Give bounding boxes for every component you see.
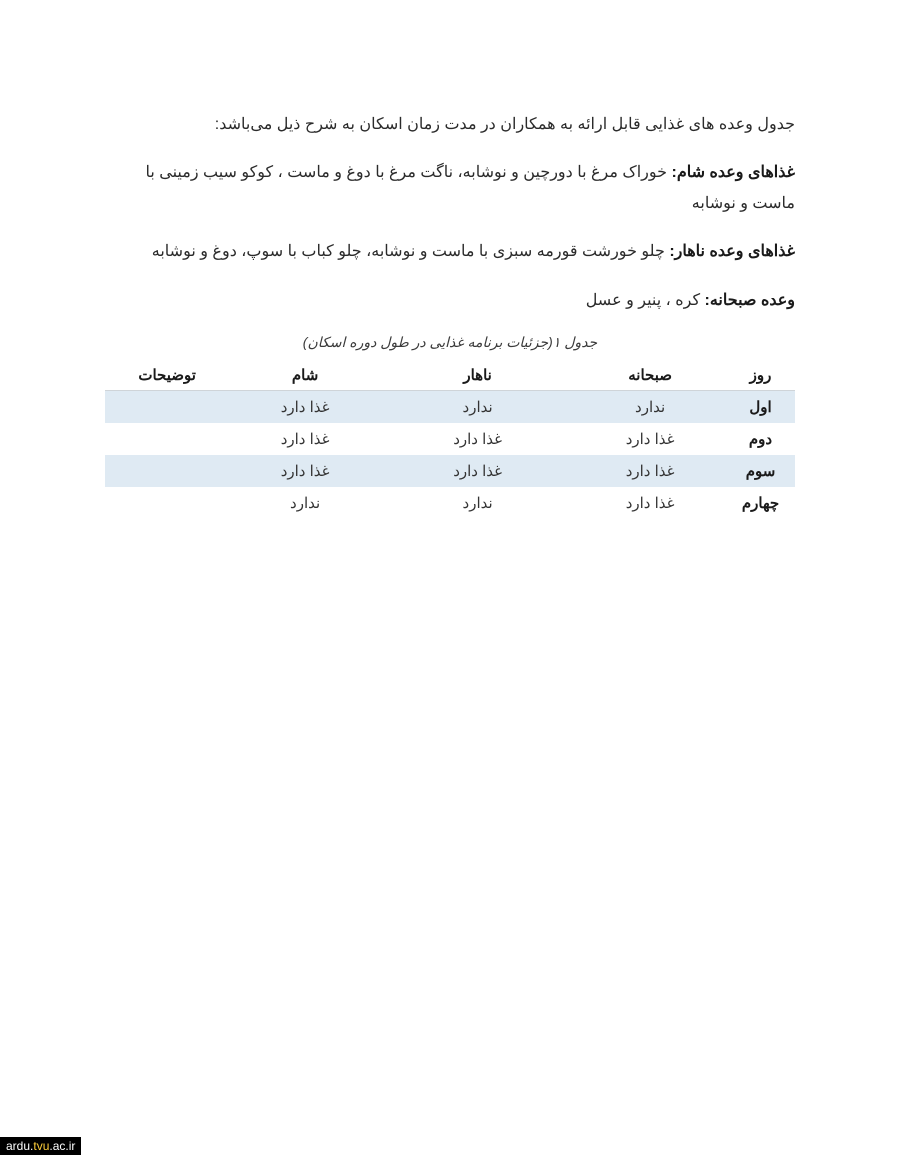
cell-day: چهارم [726,487,795,519]
table-header-row: روز صبحانه ناهار شام توضیحات [105,359,795,391]
cell-notes [105,391,229,423]
dinner-line: غذاهای وعده شام: خوراک مرغ با دورچین و ن… [105,158,795,219]
lunch-text: چلو خورشت قورمه سبزی با ماست و نوشابه، چ… [152,243,670,260]
cell-lunch: ندارد [381,487,574,519]
lunch-line: غذاهای وعده ناهار: چلو خورشت قورمه سبزی … [105,237,795,267]
table-caption: جدول ۱(جزئیات برنامه غذایی در طول دوره ا… [105,334,795,351]
col-notes: توضیحات [105,359,229,391]
dinner-label: غذاهای وعده شام: [671,164,795,181]
cell-dinner: غذا دارد [229,423,381,455]
intro-text: جدول وعده های غذایی قابل ارائه به همکارا… [215,116,795,133]
cell-notes [105,423,229,455]
intro-paragraph: جدول وعده های غذایی قابل ارائه به همکارا… [105,110,795,140]
cell-notes [105,487,229,519]
cell-breakfast: ندارد [574,391,726,423]
cell-day: سوم [726,455,795,487]
cell-lunch: غذا دارد [381,455,574,487]
cell-day: دوم [726,423,795,455]
breakfast-line: وعده صبحانه: کره ، پنیر و عسل [105,286,795,316]
table-row: سوم غذا دارد غذا دارد غذا دارد [105,455,795,487]
col-dinner: شام [229,359,381,391]
breakfast-text: کره ، پنیر و عسل [586,292,705,309]
table-row: دوم غذا دارد غذا دارد غذا دارد [105,423,795,455]
table-body: اول ندارد ندارد غذا دارد دوم غذا دارد غذ… [105,391,795,519]
cell-day: اول [726,391,795,423]
table-row: چهارم غذا دارد ندارد ندارد [105,487,795,519]
breakfast-label: وعده صبحانه: [705,292,795,309]
col-day: روز [726,359,795,391]
cell-lunch: غذا دارد [381,423,574,455]
cell-breakfast: غذا دارد [574,487,726,519]
document-page: جدول وعده های غذایی قابل ارائه به همکارا… [0,0,900,519]
cell-notes [105,455,229,487]
cell-breakfast: غذا دارد [574,423,726,455]
cell-breakfast: غذا دارد [574,455,726,487]
footer-suffix: .ac.ir [49,1139,75,1153]
cell-dinner: ندارد [229,487,381,519]
footer-prefix: ardu. [6,1139,33,1153]
footer-watermark: ardu.tvu.ac.ir [0,1137,81,1155]
col-lunch: ناهار [381,359,574,391]
cell-dinner: غذا دارد [229,455,381,487]
table-row: اول ندارد ندارد غذا دارد [105,391,795,423]
footer-highlight: tvu [33,1139,49,1153]
col-breakfast: صبحانه [574,359,726,391]
cell-dinner: غذا دارد [229,391,381,423]
meal-schedule-table: روز صبحانه ناهار شام توضیحات اول ندارد ن… [105,359,795,519]
lunch-label: غذاهای وعده ناهار: [669,243,795,260]
cell-lunch: ندارد [381,391,574,423]
